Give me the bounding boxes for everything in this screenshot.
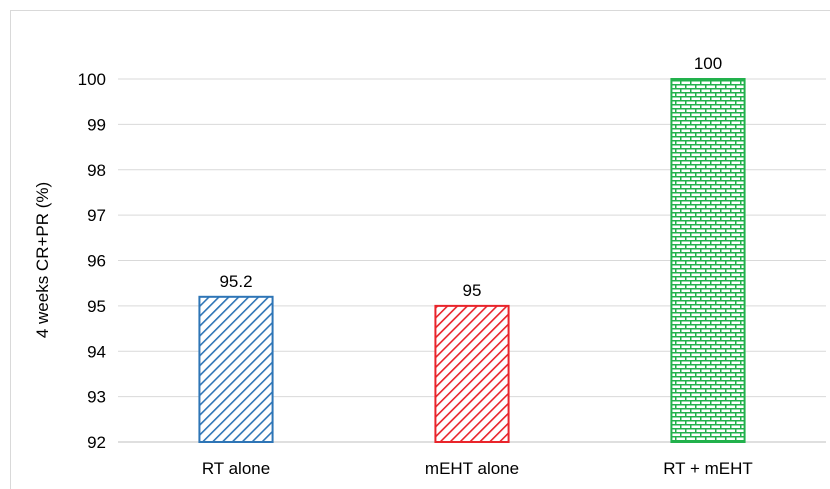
x-category-label: mEHT alone (425, 459, 519, 478)
y-tick-label: 93 (87, 388, 106, 407)
bar-meht-alone (434, 304, 510, 443)
y-tick-label: 98 (87, 161, 106, 180)
x-category-label: RT + mEHT (663, 459, 753, 478)
data-label: 95.2 (219, 272, 252, 291)
y-tick-label: 97 (87, 206, 106, 225)
y-tick-label: 94 (87, 342, 106, 361)
bars (198, 78, 746, 443)
data-label: 95 (463, 281, 482, 300)
labels: 92 93 94 95 96 97 98 99 100 95.2 RT alone 95 mEHT al… (78, 54, 753, 478)
y-axis-title: 4 weeks CR+PR (%) (33, 182, 52, 338)
y-tick-label: 92 (87, 433, 106, 452)
y-tick-label: 100 (78, 70, 106, 89)
data-label: 100 (694, 54, 722, 73)
y-tick-label: 95 (87, 297, 106, 316)
x-category-label: RT alone (202, 459, 270, 478)
bar-rt-meht (670, 78, 746, 443)
y-tick-label: 96 (87, 252, 106, 271)
y-tick-label: 99 (87, 115, 106, 134)
bar-rt-alone (198, 295, 274, 443)
